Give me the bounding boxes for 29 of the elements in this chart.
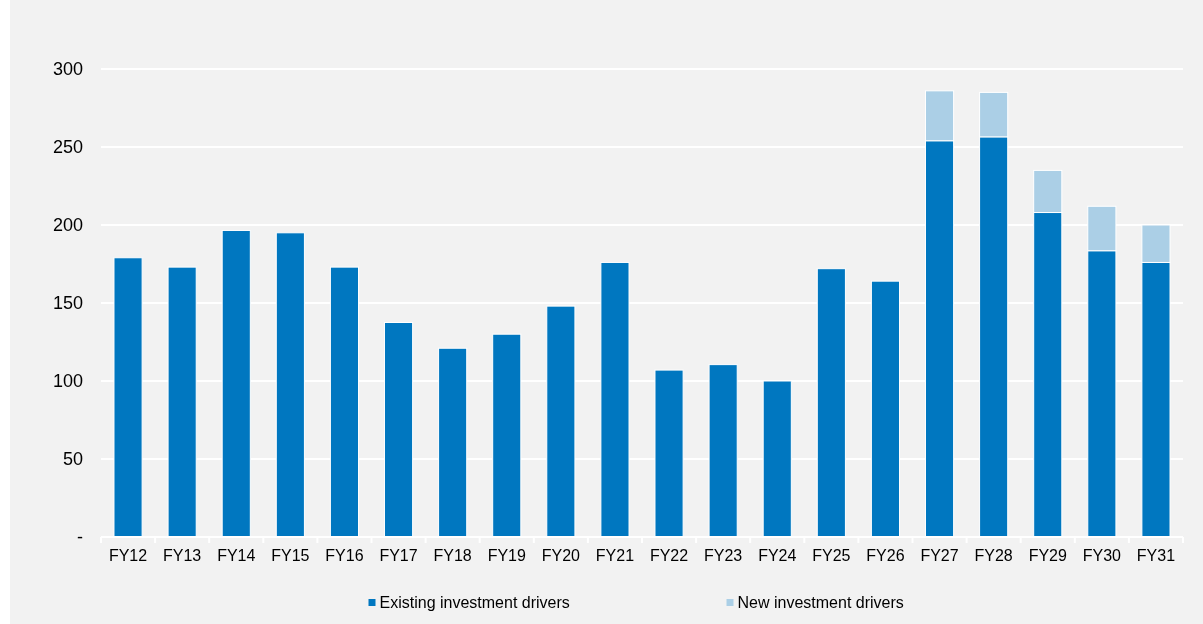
- x-tick-label: FY18: [433, 547, 472, 564]
- x-tick-label: FY30: [1082, 547, 1122, 564]
- x-tick-label: FY28: [974, 547, 1013, 564]
- x-tick-label: FY17: [379, 547, 418, 564]
- x-tick-label: FY20: [541, 547, 581, 564]
- legend-label: New investment drivers: [737, 594, 904, 611]
- x-tick-label: FY12: [108, 547, 148, 564]
- y-tick-label: 250: [52, 137, 83, 158]
- x-tick-label: FY16: [325, 547, 364, 564]
- x-tick-label: FY25: [812, 547, 851, 564]
- y-tick-label: 200: [52, 215, 83, 236]
- x-tick-label: FY22: [649, 547, 689, 564]
- y-tick-label: 150: [52, 293, 83, 314]
- y-tick-label: 100: [52, 371, 83, 392]
- x-tick-label: FY24: [758, 547, 797, 564]
- x-tick-label: FY27: [920, 547, 959, 564]
- x-tick-label: FY21: [595, 547, 635, 564]
- x-tick-label: FY15: [271, 547, 310, 564]
- x-tick-label: FY29: [1028, 547, 1067, 564]
- x-tick-label: FY19: [487, 547, 526, 564]
- x-tick-label: FY31: [1136, 547, 1176, 564]
- legend-label: Existing investment drivers: [379, 594, 570, 611]
- y-tick-label: 50: [62, 449, 83, 470]
- x-tick-label: FY23: [704, 547, 743, 564]
- x-tick-label: FY13: [163, 547, 202, 564]
- x-tick-label: FY26: [866, 547, 905, 564]
- x-tick-label: FY14: [217, 547, 256, 564]
- y-tick-label: -: [77, 527, 83, 548]
- y-tick-label: 300: [52, 59, 83, 80]
